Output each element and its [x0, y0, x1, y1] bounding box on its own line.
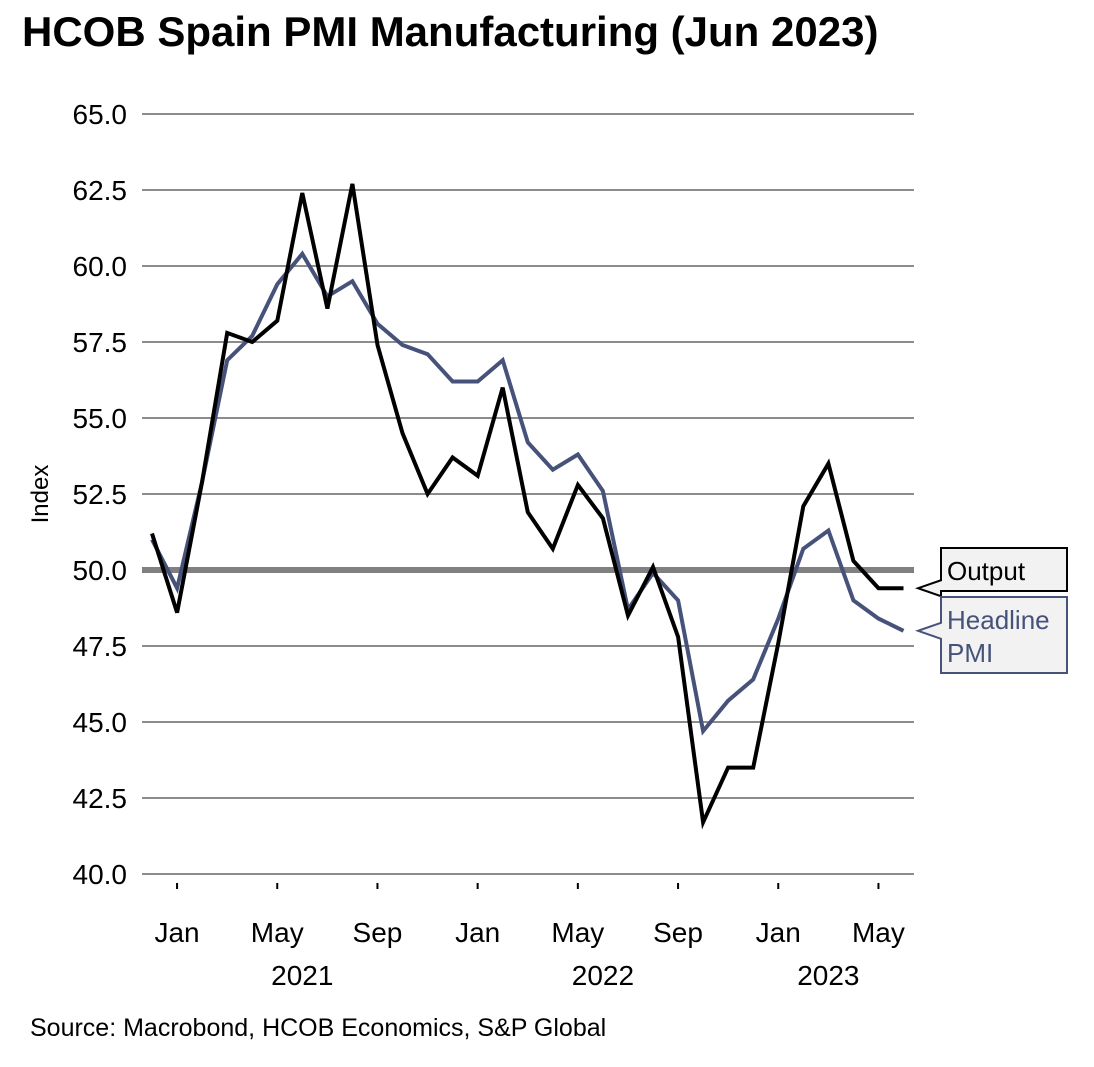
y-tick-label: 62.5	[73, 175, 128, 206]
legend-label: Output	[947, 556, 1026, 586]
x-tick-label: Sep	[653, 917, 703, 948]
y-tick-label: 52.5	[73, 479, 128, 510]
y-tick-label: 50.0	[73, 555, 128, 586]
source-note: Source: Macrobond, HCOB Economics, S&P G…	[30, 1014, 607, 1042]
x-year-label: 2023	[797, 960, 859, 991]
legend-label: PMI	[947, 638, 993, 668]
series-line-output	[150, 183, 904, 830]
legend-box-headline-pmi	[914, 596, 1068, 674]
y-tick-label: 40.0	[73, 859, 128, 890]
gridlines	[142, 113, 914, 875]
x-year-label: 2021	[271, 960, 333, 991]
chart-title: HCOB Spain PMI Manufacturing (Jun 2023)	[22, 8, 879, 55]
legend-box-output	[914, 547, 1068, 598]
x-tick-label: May	[852, 917, 905, 948]
y-tick-label: 60.0	[73, 251, 128, 282]
x-tick-label: Jan	[455, 917, 500, 948]
x-tick-label: Jan	[756, 917, 801, 948]
x-tick-label: Sep	[353, 917, 403, 948]
y-tick-label: 42.5	[73, 783, 128, 814]
x-tick-label: Jan	[154, 917, 199, 948]
x-year-label: 2022	[572, 960, 634, 991]
series-lines	[150, 183, 905, 830]
x-tick-label: May	[251, 917, 304, 948]
y-tick-label: 65.0	[73, 99, 128, 130]
y-tick-label: 45.0	[73, 707, 128, 738]
legend-label: Headline	[947, 605, 1050, 635]
y-axis-label: Index	[27, 465, 54, 524]
axes: 40.0 42.5 45.0 47.5 50.0 52.5 55.0 57.5 60.0 62.5…	[27, 99, 905, 991]
x-tick-label: May	[551, 917, 604, 948]
y-tick-label: 55.0	[73, 403, 128, 434]
y-tick-label: 57.5	[73, 327, 128, 358]
series-line-headline-pmi	[150, 250, 905, 736]
y-tick-label: 47.5	[73, 631, 128, 662]
